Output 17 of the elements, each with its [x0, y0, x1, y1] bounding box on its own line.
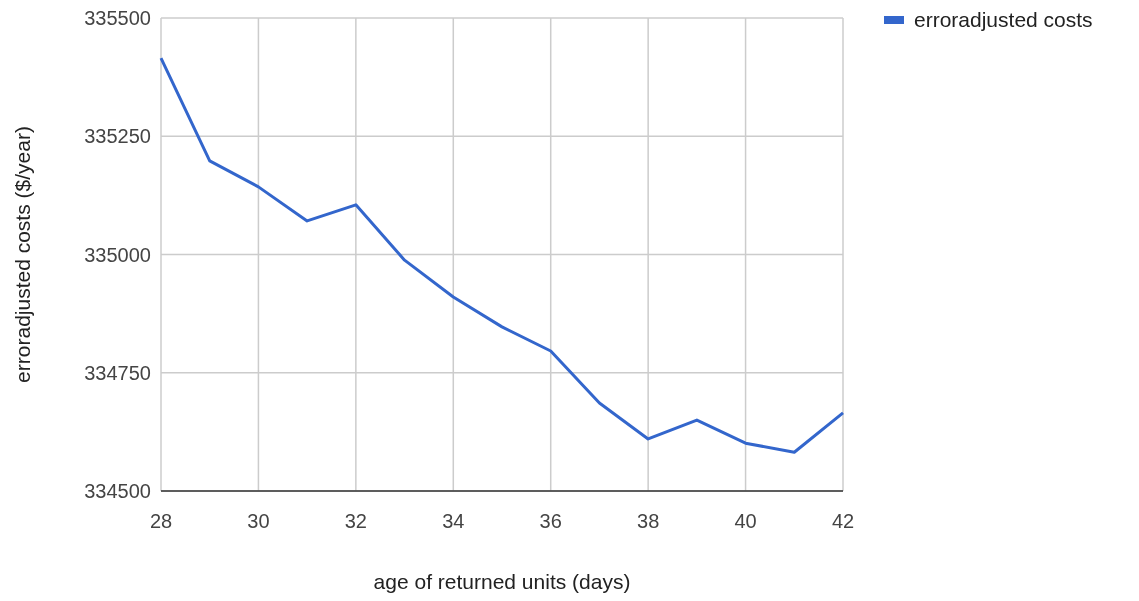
y-tick-label: 334750: [84, 361, 151, 384]
y-axis-title: erroradjusted costs ($/year): [11, 126, 34, 383]
y-tick-label: 335500: [84, 7, 151, 29]
x-tick-label: 40: [734, 510, 757, 532]
x-tick-label: 34: [442, 510, 465, 532]
x-tick-label: 38: [637, 510, 660, 532]
x-tick-label: 28: [149, 510, 173, 532]
line-series: [159, 56, 845, 454]
x-tick-label: 32: [344, 510, 367, 532]
y-tick-label: 335250: [84, 125, 151, 148]
x-tick-label: 36: [539, 510, 562, 532]
y-tick-label: 334500: [84, 480, 151, 502]
legend-label: erroradjusted costs: [914, 8, 1093, 31]
x-axis-title: age of returned units (days): [373, 570, 631, 593]
y-tick-label: 335000: [84, 243, 151, 266]
x-tick-label: 42: [831, 510, 855, 532]
x-tick-label: 30: [247, 510, 270, 532]
